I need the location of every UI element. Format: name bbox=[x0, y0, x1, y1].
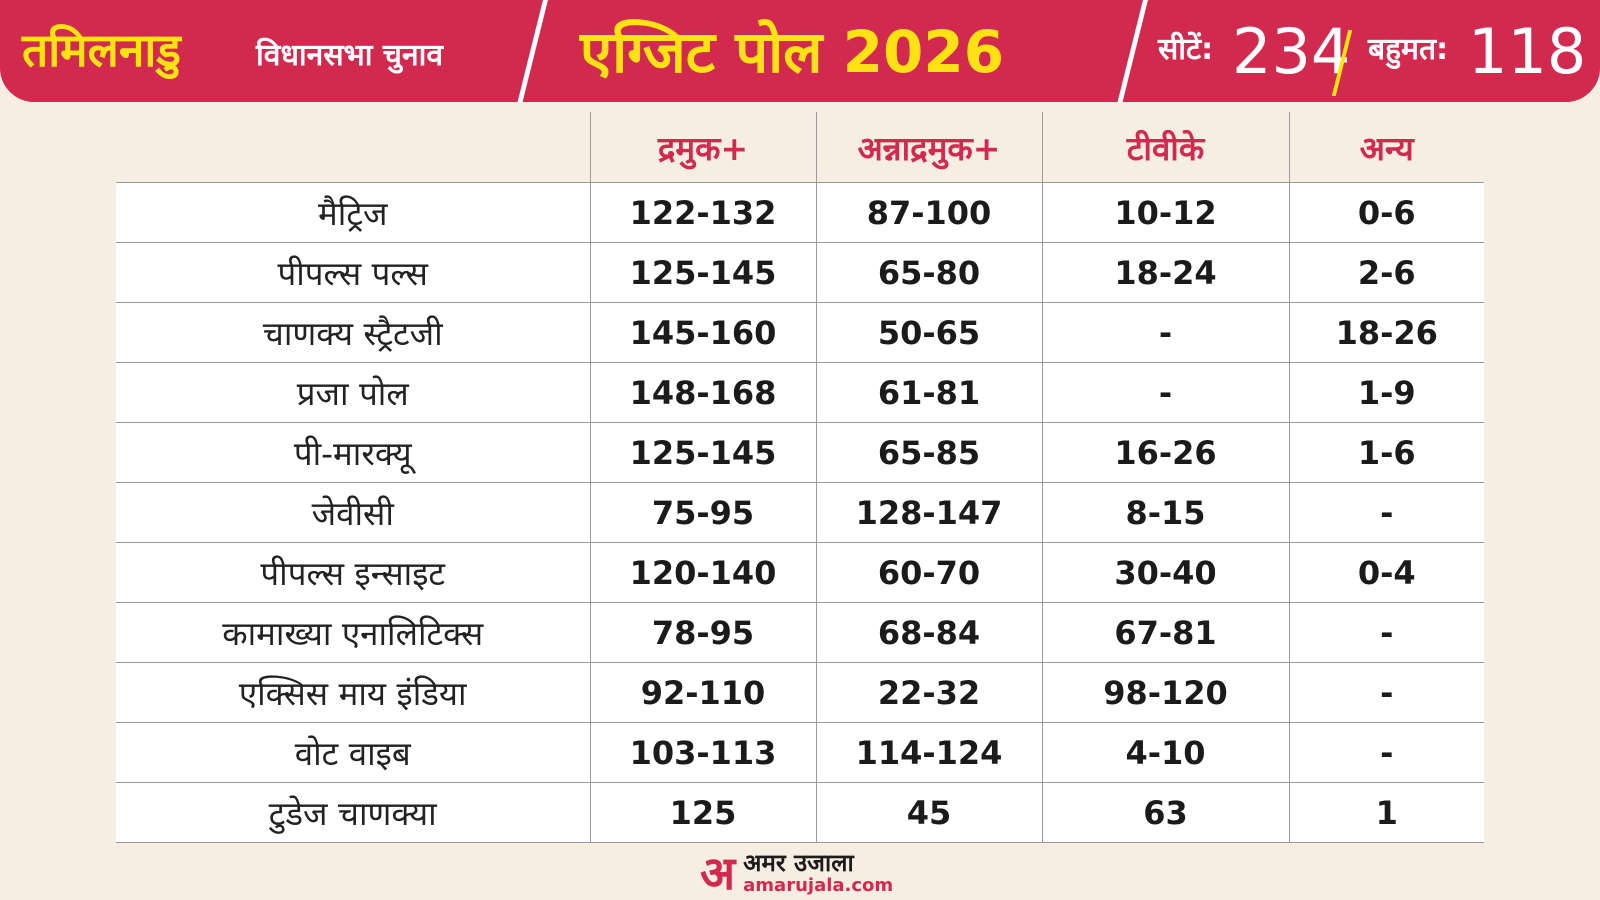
table-row: मैट्रिज 122-132 87-100 10-12 0-6 bbox=[116, 182, 1484, 243]
seat-range-cell: 16-26 bbox=[1041, 422, 1289, 483]
seat-range-cell: 78-95 bbox=[589, 602, 816, 663]
seat-range-cell: 61-81 bbox=[815, 362, 1042, 423]
column-header: द्रमुक+ bbox=[589, 112, 816, 183]
seat-range-cell: 98-120 bbox=[1041, 662, 1289, 723]
table-row: पीपल्स इन्साइट 120-140 60-70 30-40 0-4 bbox=[116, 542, 1484, 603]
seats-value: 234 bbox=[1232, 15, 1351, 88]
seat-range-cell: 2-6 bbox=[1288, 242, 1484, 303]
seat-range-cell: 0-4 bbox=[1288, 542, 1484, 603]
seat-range-cell: 65-85 bbox=[815, 422, 1042, 483]
seat-range-cell: 18-26 bbox=[1288, 302, 1484, 363]
agency-name: पी-मारक्यू bbox=[116, 422, 590, 483]
table-row: कामाख्या एनालिटिक्स 78-95 68-84 67-81 - bbox=[116, 602, 1484, 663]
seat-range-cell: 120-140 bbox=[589, 542, 816, 603]
column-header: अन्य bbox=[1288, 112, 1484, 183]
divider-slash bbox=[515, 0, 550, 102]
seat-range-cell: 125 bbox=[589, 782, 816, 843]
seat-range-cell: 68-84 bbox=[815, 602, 1042, 663]
seat-range-cell: 75-95 bbox=[589, 482, 816, 543]
seat-range-cell: 114-124 bbox=[815, 722, 1042, 783]
state-title: तमिलनाडु bbox=[22, 23, 181, 77]
seat-range-cell: 50-65 bbox=[815, 302, 1042, 363]
seat-range-cell: 122-132 bbox=[589, 182, 816, 243]
agency-name: चाणक्य स्ट्रैटजी bbox=[116, 302, 590, 363]
logo-hindi-name: अमर उजाला bbox=[743, 849, 854, 877]
seat-range-cell: - bbox=[1041, 362, 1289, 423]
header-agency-blank bbox=[116, 112, 590, 183]
seat-range-cell: 1 bbox=[1288, 782, 1484, 843]
column-header: अन्नाद्रमुक+ bbox=[815, 112, 1042, 183]
seat-range-cell: 63 bbox=[1041, 782, 1289, 843]
seat-range-cell: 8-15 bbox=[1041, 482, 1289, 543]
seat-range-cell: 87-100 bbox=[815, 182, 1042, 243]
seat-range-cell: - bbox=[1288, 662, 1484, 723]
table-row: टुडेज चाणक्या 125 45 63 1 bbox=[116, 782, 1484, 843]
header-banner: तमिलनाडु विधानसभा चुनाव एग्जिट पोल 2026 … bbox=[0, 0, 1600, 102]
table-header-row: द्रमुक+ अन्नाद्रमुक+ टीवीके अन्य bbox=[116, 112, 1484, 183]
seat-range-cell: 1-6 bbox=[1288, 422, 1484, 483]
seat-range-cell: 4-10 bbox=[1041, 722, 1289, 783]
table-row: पीपल्स पल्स 125-145 65-80 18-24 2-6 bbox=[116, 242, 1484, 303]
table-row: चाणक्य स्ट्रैटजी 145-160 50-65 - 18-26 bbox=[116, 302, 1484, 363]
seat-range-cell: 22-32 bbox=[815, 662, 1042, 723]
exit-poll-table: द्रमुक+ अन्नाद्रमुक+ टीवीके अन्य मैट्रिज… bbox=[116, 112, 1484, 843]
seat-range-cell: 67-81 bbox=[1041, 602, 1289, 663]
logo-url: amarujala.com bbox=[743, 875, 894, 896]
poll-title: एग्जिट पोल 2026 bbox=[580, 18, 1005, 86]
seat-range-cell: 128-147 bbox=[815, 482, 1042, 543]
agency-name: टुडेज चाणक्या bbox=[116, 782, 590, 843]
table-row: पी-मारक्यू 125-145 65-85 16-26 1-6 bbox=[116, 422, 1484, 483]
column-header: टीवीके bbox=[1041, 112, 1289, 183]
seat-range-cell: - bbox=[1041, 302, 1289, 363]
amar-ujala-logo: अ अमर उजाला amarujala.com bbox=[700, 848, 893, 898]
table-row: जेवीसी 75-95 128-147 8-15 - bbox=[116, 482, 1484, 543]
divider-slash bbox=[1115, 0, 1150, 102]
seat-range-cell: 65-80 bbox=[815, 242, 1042, 303]
logo-text: अमर उजाला amarujala.com bbox=[743, 851, 893, 895]
seats-label: सीटें: bbox=[1158, 32, 1214, 67]
seat-range-cell: 0-6 bbox=[1288, 182, 1484, 243]
table-row: वोट वाइब 103-113 114-124 4-10 - bbox=[116, 722, 1484, 783]
seat-range-cell: - bbox=[1288, 602, 1484, 663]
seat-range-cell: - bbox=[1288, 722, 1484, 783]
seat-range-cell: 1-9 bbox=[1288, 362, 1484, 423]
seat-range-cell: 10-12 bbox=[1041, 182, 1289, 243]
majority-label: बहुमत: bbox=[1368, 32, 1449, 67]
seat-range-cell: 30-40 bbox=[1041, 542, 1289, 603]
agency-name: प्रजा पोल bbox=[116, 362, 590, 423]
majority-value: 118 bbox=[1468, 15, 1587, 88]
agency-name: वोट वाइब bbox=[116, 722, 590, 783]
table-row: एक्सिस माय इंडिया 92-110 22-32 98-120 - bbox=[116, 662, 1484, 723]
agency-name: जेवीसी bbox=[116, 482, 590, 543]
seat-range-cell: 125-145 bbox=[589, 242, 816, 303]
seat-range-cell: 145-160 bbox=[589, 302, 816, 363]
logo-mark: अ bbox=[700, 846, 736, 900]
seat-range-cell: 125-145 bbox=[589, 422, 816, 483]
seat-range-cell: 148-168 bbox=[589, 362, 816, 423]
seat-range-cell: - bbox=[1288, 482, 1484, 543]
seat-range-cell: 60-70 bbox=[815, 542, 1042, 603]
seat-range-cell: 103-113 bbox=[589, 722, 816, 783]
agency-name: पीपल्स पल्स bbox=[116, 242, 590, 303]
agency-name: मैट्रिज bbox=[116, 182, 590, 243]
state-subtitle: विधानसभा चुनाव bbox=[256, 38, 444, 73]
table-row: प्रजा पोल 148-168 61-81 - 1-9 bbox=[116, 362, 1484, 423]
agency-name: पीपल्स इन्साइट bbox=[116, 542, 590, 603]
seat-range-cell: 45 bbox=[815, 782, 1042, 843]
seat-range-cell: 18-24 bbox=[1041, 242, 1289, 303]
agency-name: कामाख्या एनालिटिक्स bbox=[116, 602, 590, 663]
seat-range-cell: 92-110 bbox=[589, 662, 816, 723]
agency-name: एक्सिस माय इंडिया bbox=[116, 662, 590, 723]
